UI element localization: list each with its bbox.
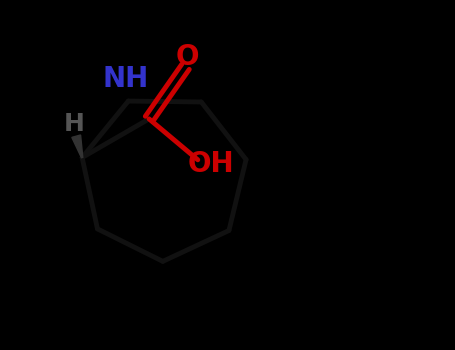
- Text: H: H: [64, 112, 84, 136]
- Polygon shape: [72, 135, 83, 158]
- Text: O: O: [176, 43, 200, 71]
- Text: NH: NH: [103, 65, 149, 93]
- Text: OH: OH: [188, 150, 235, 178]
